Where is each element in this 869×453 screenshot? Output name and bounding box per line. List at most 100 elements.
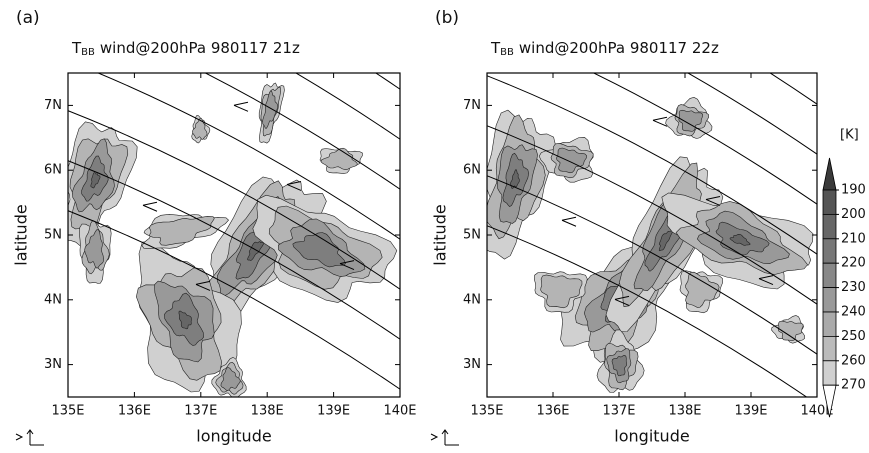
wind-arrow — [339, 260, 355, 271]
colorbar-tick-label: 220 — [841, 256, 866, 271]
title-symbol: T — [71, 39, 82, 57]
colorbar-box — [822, 360, 837, 386]
vector-legend-b — [430, 429, 459, 446]
contour-fill — [220, 367, 241, 391]
streamline — [68, 210, 400, 390]
field — [68, 23, 400, 397]
wind-arrow — [195, 280, 211, 291]
title-subscript: BB — [81, 47, 95, 58]
streamline — [769, 73, 817, 105]
colorbar-box — [822, 238, 837, 264]
y-tick-label: 6N — [44, 163, 62, 178]
colorbar-box — [822, 287, 837, 313]
x-tick-label: 136E — [118, 404, 151, 419]
colorbar-box — [822, 335, 837, 362]
contour-fill — [685, 271, 720, 308]
streamline — [68, 110, 400, 290]
streamline — [686, 73, 817, 155]
y-tick-label: 3N — [463, 357, 481, 372]
contour-fill — [90, 172, 101, 189]
contour-fill — [84, 229, 105, 269]
y-axis-label: latitude — [431, 204, 450, 265]
y-tick-label: 5N — [463, 228, 481, 243]
y-tick-label: 4N — [463, 292, 481, 307]
streamline — [487, 225, 808, 397]
title-subscript: BB — [500, 47, 514, 58]
x-tick-label: 139E — [734, 404, 767, 419]
panel-label: (b) — [435, 8, 459, 28]
contour-fill — [292, 232, 346, 268]
contour-fill — [678, 109, 703, 132]
x-axis-label: longitude — [196, 427, 271, 446]
x-tick-label: 139E — [317, 404, 350, 419]
y-tick-label: 3N — [44, 357, 62, 372]
wind-arrow — [286, 180, 302, 191]
colorbar-tick-label: 230 — [841, 280, 866, 295]
contour-fill — [556, 147, 588, 174]
x-tick-label: 136E — [536, 404, 569, 419]
colorbar-box — [822, 311, 837, 337]
x-tick-label: 138E — [668, 404, 701, 419]
wind-arrow — [758, 275, 774, 286]
contour-fill — [510, 169, 520, 189]
wind-arrow — [233, 101, 249, 112]
colorbar-tick-label: 240 — [841, 305, 866, 320]
contour-fill — [178, 310, 192, 330]
wind-arrow — [705, 195, 721, 206]
colorbar-cap — [822, 384, 837, 418]
y-axis-label: latitude — [12, 204, 31, 265]
x-tick-label: 140E — [800, 404, 833, 419]
streamline — [295, 73, 400, 140]
wind-arrow — [181, 23, 195, 32]
y-tick-label: 5N — [44, 228, 62, 243]
colorbar-label: [K] — [840, 128, 859, 143]
vector-legend-a — [15, 429, 44, 446]
x-axis-label: longitude — [614, 427, 689, 446]
streamline — [204, 73, 400, 190]
panel-title: TBB wind@200hPa 980117 22z — [490, 39, 719, 59]
x-tick-label: 135E — [51, 404, 84, 419]
contour-fill — [149, 215, 215, 246]
colorbar-tick-label: 250 — [841, 329, 866, 344]
streamline — [487, 75, 817, 255]
colorbar-box — [822, 189, 837, 215]
title-text: wind@200hPa 980117 21z — [100, 39, 300, 57]
colorbar-box — [822, 213, 837, 240]
contour-fill — [777, 320, 804, 341]
wind-arrow — [142, 201, 158, 212]
field — [487, 73, 817, 397]
x-tick-label: 137E — [602, 404, 635, 419]
streamline — [592, 73, 817, 205]
colorbar-tick-label: 270 — [841, 378, 866, 393]
contour-fill — [729, 233, 751, 246]
contour-fill — [540, 274, 583, 309]
x-tick-label: 138E — [251, 404, 284, 419]
x-tick-label: 135E — [470, 404, 503, 419]
y-tick-label: 7N — [463, 98, 481, 113]
contour-fill — [611, 355, 628, 377]
contour-fill — [320, 147, 358, 171]
contour-fill — [262, 90, 278, 129]
panel-title: TBB wind@200hPa 980117 21z — [71, 39, 300, 59]
colorbar-tick-label: 190 — [841, 183, 866, 198]
wind-arrow — [652, 116, 668, 127]
title-text: wind@200hPa 980117 22z — [519, 39, 719, 57]
colorbar-tick-label: 200 — [841, 207, 866, 222]
colorbar-cap — [822, 157, 837, 191]
streamline — [487, 175, 817, 355]
wind-arrow — [561, 216, 577, 227]
x-tick-label: 137E — [184, 404, 217, 419]
y-tick-label: 6N — [463, 163, 481, 178]
title-symbol: T — [490, 39, 501, 57]
wind-arrow — [614, 295, 630, 306]
y-tick-label: 4N — [44, 292, 62, 307]
x-tick-label: 140E — [383, 404, 416, 419]
streamline — [487, 125, 817, 305]
colorbar-tick-label: 260 — [841, 353, 866, 368]
colorbar-tick-label: 210 — [841, 231, 866, 246]
colorbar-box — [822, 262, 837, 289]
streamline — [68, 160, 400, 340]
panel-label: (a) — [16, 8, 40, 28]
y-tick-label: 7N — [44, 98, 62, 113]
